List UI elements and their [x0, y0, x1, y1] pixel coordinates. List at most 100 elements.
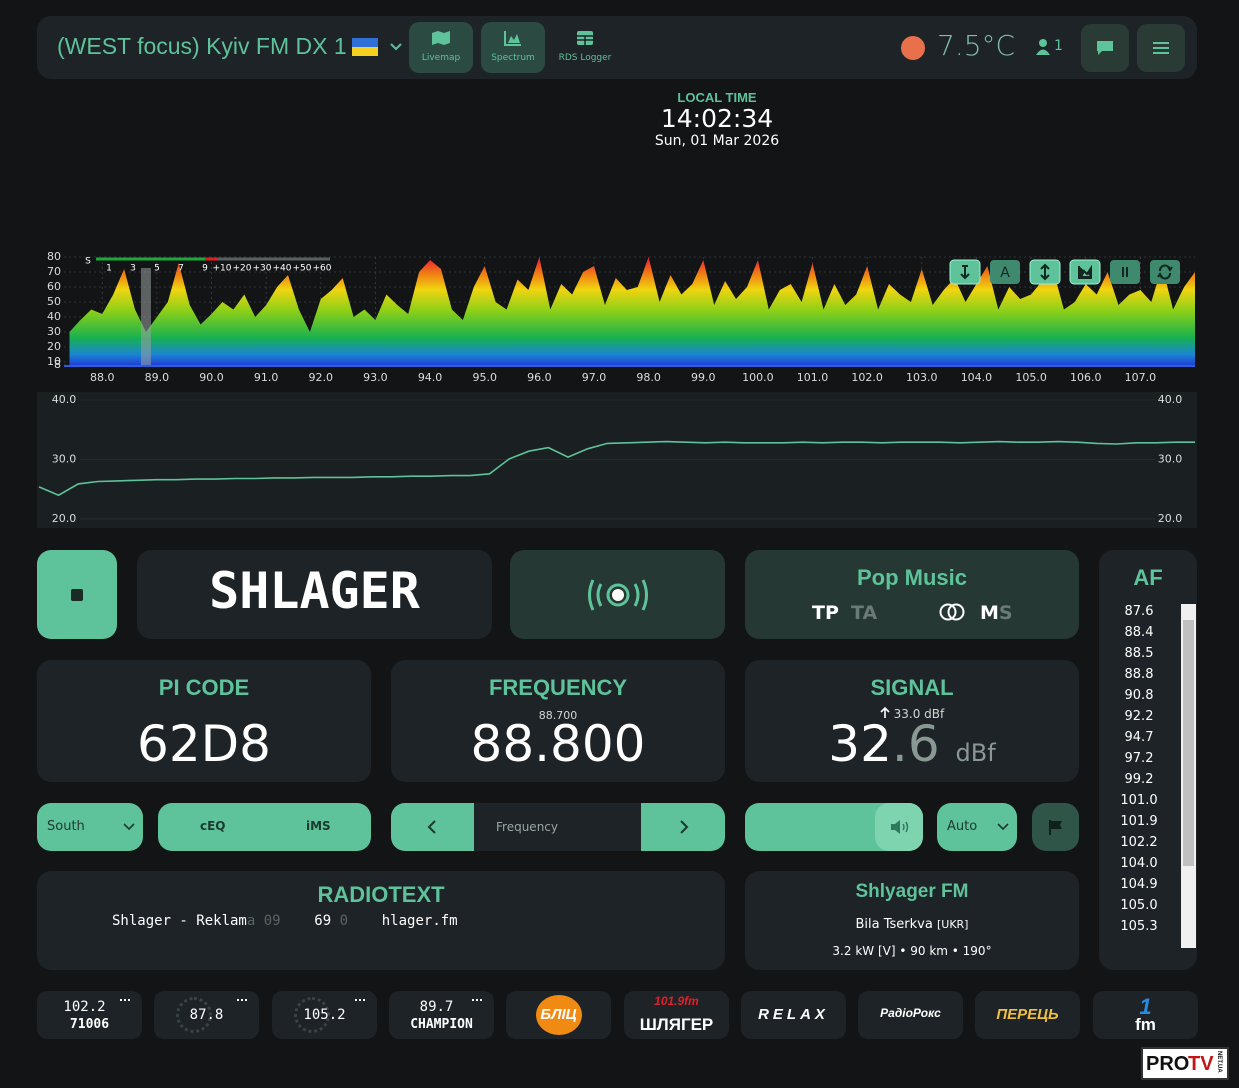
watermark-domain: NET.UA	[1216, 1051, 1222, 1073]
ceq-button[interactable]: cEQ	[200, 819, 226, 833]
preset-button[interactable]: БЛІЦ	[506, 991, 611, 1039]
spectrum-tool[interactable]	[950, 260, 980, 284]
af-list: 87.6 88.4 88.5 88.8 90.8 92.2 94.7 97.2 99.2 101.…	[1099, 604, 1179, 948]
spectrum-tool[interactable]	[1070, 260, 1100, 284]
ims-button[interactable]: iMS	[306, 819, 331, 833]
preset-button[interactable]: 89.7CHAMPION	[389, 991, 494, 1039]
icon	[1096, 40, 1114, 56]
x-tick-label: 92.0	[309, 371, 334, 384]
icon	[504, 30, 522, 46]
spectrum-tool[interactable]	[1150, 260, 1180, 284]
bandwidth-select[interactable]: Auto	[937, 803, 1017, 851]
signal-unit: dBf	[956, 739, 996, 767]
af-item[interactable]: 87.6	[1099, 604, 1179, 619]
rds-icon	[355, 999, 365, 1005]
temperature: 7.5°C	[937, 29, 1015, 62]
nav-spectrum[interactable]: Spectrum	[481, 22, 545, 73]
y-tick-label: 20.0	[52, 512, 77, 525]
tool-button	[1110, 260, 1140, 284]
radiotext-segment: hlager.fm	[348, 913, 458, 929]
spectrum-tool[interactable]	[1110, 260, 1140, 284]
af-item[interactable]: 105.0	[1099, 898, 1179, 913]
preset-frequency: 87.8	[154, 1007, 259, 1023]
antenna-select[interactable]: South	[37, 803, 143, 851]
eq-group: cEQ iMS	[158, 803, 371, 851]
af-item[interactable]: 99.2	[1099, 772, 1179, 787]
scrollbar[interactable]	[1181, 604, 1196, 948]
header: (WEST focus) Kyiv FM DX 1 Livemap Spectr…	[37, 16, 1197, 79]
scroll-thumb[interactable]	[1183, 620, 1194, 866]
y-tick-label: 10	[47, 355, 61, 368]
signal-title: SIGNAL	[745, 675, 1079, 701]
menu-button[interactable]	[1137, 24, 1185, 72]
y-tick-label: 60	[47, 280, 61, 293]
preset-button[interactable]: RELAX	[741, 991, 846, 1039]
stop-button[interactable]	[37, 550, 117, 639]
af-item[interactable]: 94.7	[1099, 730, 1179, 745]
signal-whole: 32	[828, 715, 892, 773]
y-tick-label: 20	[47, 340, 61, 353]
tune-down[interactable]	[391, 803, 474, 851]
report-button[interactable]	[1032, 803, 1079, 851]
x-tick-label: 89.0	[145, 371, 170, 384]
nav-rds-logger[interactable]: RDS Logger	[553, 22, 617, 73]
y-tick-label: 70	[47, 265, 61, 278]
preset-button[interactable]: 87.8	[154, 991, 259, 1039]
af-item[interactable]: 88.8	[1099, 667, 1179, 682]
spectrum-tool[interactable]: A	[990, 260, 1020, 284]
preset-sub: 71006	[37, 1017, 142, 1032]
af-item[interactable]: 90.8	[1099, 688, 1179, 703]
city: Bila Tserkva	[856, 917, 933, 932]
volume-knob[interactable]	[875, 803, 923, 851]
y-tick-label: 50	[47, 295, 61, 308]
radiotext: Shlager - Reklama 09 69 0 hlager.fm	[112, 913, 458, 929]
preset-button[interactable]: 102.271006	[37, 991, 142, 1039]
s-meter-label: +40	[273, 264, 292, 274]
af-item[interactable]: 92.2	[1099, 709, 1179, 724]
rds-icon	[472, 999, 482, 1005]
tune-up[interactable]	[641, 803, 725, 851]
frequency-input[interactable]: Frequency	[496, 820, 558, 834]
m: M	[980, 602, 999, 624]
af-item[interactable]: 102.2	[1099, 835, 1179, 850]
icon	[890, 820, 910, 834]
pi-title: PI CODE	[37, 675, 371, 701]
chat-button[interactable]	[1081, 24, 1129, 72]
af-item[interactable]: 105.3	[1099, 919, 1179, 934]
signal-value: 32.6 dBf	[745, 715, 1079, 773]
preset-button[interactable]: 105.2	[272, 991, 377, 1039]
af-item[interactable]: 97.2	[1099, 751, 1179, 766]
af-item[interactable]: 88.4	[1099, 625, 1179, 640]
af-item[interactable]: 101.0	[1099, 793, 1179, 808]
af-item[interactable]: 104.9	[1099, 877, 1179, 892]
af-item[interactable]: 88.5	[1099, 646, 1179, 661]
spectrum-tool[interactable]	[1030, 260, 1060, 284]
pi-panel: PI CODE 62D8	[37, 660, 371, 782]
preset-button[interactable]: РадіоРокс	[858, 991, 963, 1039]
ms: MS	[980, 602, 1013, 624]
icon	[1153, 41, 1169, 55]
volume-slider[interactable]	[745, 803, 923, 851]
x-tick-label: 97.0	[582, 371, 607, 384]
af-item[interactable]: 104.0	[1099, 856, 1179, 871]
antenna: South	[47, 819, 85, 834]
clock-date: Sun, 01 Mar 2026	[567, 133, 867, 149]
af-item[interactable]: 101.9	[1099, 814, 1179, 829]
preset-button[interactable]: ПЕРЕЦЬ	[975, 991, 1080, 1039]
user-icon	[1035, 38, 1051, 56]
chevron[interactable]	[389, 41, 403, 53]
tool-button	[1150, 260, 1180, 284]
nav-livemap[interactable]: Livemap	[409, 22, 473, 73]
frequency-title: FREQUENCY	[391, 675, 725, 701]
x-tick-label: 106.0	[1070, 371, 1102, 384]
s-meter-label: 1	[106, 264, 112, 274]
y-tick-label: 40	[47, 310, 61, 323]
x-tick-label: 100.0	[742, 371, 774, 384]
icon	[576, 30, 594, 46]
s-meter-label: +50	[293, 264, 312, 274]
preset-button[interactable]: 1fm	[1093, 991, 1198, 1039]
preset-button[interactable]: 101.9fmШЛЯГЕР	[624, 991, 729, 1039]
radiotext-title: RADIOTEXT	[37, 882, 725, 908]
nav-label: Spectrum	[481, 53, 545, 63]
